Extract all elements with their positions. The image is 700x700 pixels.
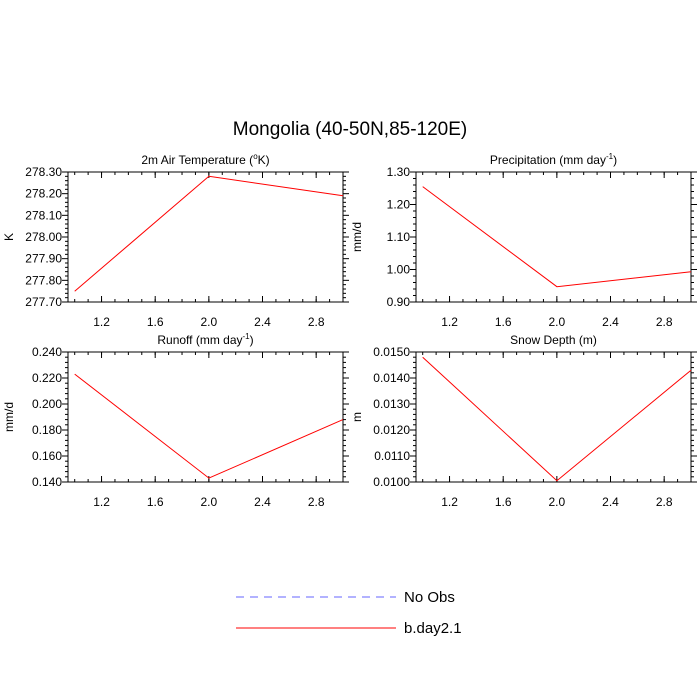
x-tick-label: 2.0 bbox=[549, 315, 566, 329]
x-tick-label: 2.8 bbox=[308, 495, 325, 509]
y-tick-label: 1.10 bbox=[387, 230, 411, 244]
x-tick-label: 1.2 bbox=[441, 495, 458, 509]
figure-title: Mongolia (40-50N,85-120E) bbox=[233, 119, 467, 140]
y-tick-label: 0.0120 bbox=[373, 423, 410, 437]
panel-title-main: Snow Depth (m) bbox=[510, 333, 597, 347]
y-axis-label: mm/d bbox=[350, 222, 364, 252]
legend: No Obs b.day2.1 bbox=[236, 589, 462, 637]
y-tick-label: 0.90 bbox=[387, 295, 411, 309]
plot-frame bbox=[67, 171, 344, 303]
panel-title: 2m Air Temperature (oK) bbox=[141, 152, 269, 167]
x-tick-label: 2.8 bbox=[308, 315, 325, 329]
y-tick-label: 278.30 bbox=[25, 165, 62, 179]
y-tick-label: 277.80 bbox=[25, 273, 62, 287]
panel-title: Runoff (mm day-1) bbox=[157, 332, 253, 347]
y-tick-label: 278.10 bbox=[25, 208, 62, 222]
x-tick-label: 2.4 bbox=[602, 495, 619, 509]
panel-title-superscript: -1 bbox=[606, 152, 614, 161]
y-tick-label: 0.0130 bbox=[373, 397, 410, 411]
panel-2: Precipitation (mm day-1) mm/d 1.2 1.6 2.0 2.4… bbox=[350, 152, 697, 329]
panel-title-main: Precipitation (mm day bbox=[490, 153, 606, 167]
plot-frame bbox=[415, 171, 692, 303]
x-tick-label: 2.0 bbox=[201, 315, 218, 329]
y-tick-label: 277.90 bbox=[25, 252, 62, 266]
panel-title-suffix: ) bbox=[250, 333, 254, 347]
panel-3: Runoff (mm day-1) mm/d 1.2 1.6 2.0 2.4 2.8 0.14… bbox=[2, 332, 349, 509]
y-tick-label: 0.0140 bbox=[373, 371, 410, 385]
y-tick-label: 0.200 bbox=[32, 397, 62, 411]
series-line-b-day2-1 bbox=[422, 356, 692, 482]
panel-title-suffix: ) bbox=[613, 153, 617, 167]
y-tick-label: 0.220 bbox=[32, 371, 62, 385]
panel-title-superscript: o bbox=[253, 152, 258, 161]
legend-label-2: b.day2.1 bbox=[404, 620, 462, 637]
panel-4: Snow Depth (m) m 1.2 1.6 2.0 2.4 2.8 0.0100 0.01… bbox=[350, 333, 697, 509]
y-tick-label: 0.180 bbox=[32, 423, 62, 437]
y-tick-label: 0.240 bbox=[32, 345, 62, 359]
x-tick-label: 1.6 bbox=[495, 315, 512, 329]
y-axis-label: mm/d bbox=[2, 402, 16, 432]
x-tick-label: 2.4 bbox=[602, 315, 619, 329]
y-axis-label: K bbox=[2, 233, 16, 241]
panel-title-superscript: -1 bbox=[243, 332, 251, 341]
x-tick-label: 1.6 bbox=[495, 495, 512, 509]
y-tick-label: 0.0150 bbox=[373, 345, 410, 359]
series-line-b-day2-1 bbox=[74, 373, 344, 479]
x-tick-label: 2.4 bbox=[254, 495, 271, 509]
y-tick-label: 0.0100 bbox=[373, 475, 410, 489]
chart-panels: 2m Air Temperature (oK) K 1.2 1.6 2.0 2.4 2.8 2… bbox=[2, 152, 697, 509]
panel-title-main: 2m Air Temperature ( bbox=[141, 153, 253, 167]
y-tick-label: 278.20 bbox=[25, 187, 62, 201]
y-tick-label: 1.00 bbox=[387, 263, 411, 277]
x-tick-label: 2.0 bbox=[201, 495, 218, 509]
panel-title-main: Runoff (mm day bbox=[157, 333, 242, 347]
panel-1: 2m Air Temperature (oK) K 1.2 1.6 2.0 2.4 2.8 2… bbox=[2, 152, 349, 329]
y-tick-label: 277.70 bbox=[25, 295, 62, 309]
y-tick-label: 0.0110 bbox=[374, 449, 410, 463]
panel-title: Precipitation (mm day-1) bbox=[490, 152, 617, 167]
legend-label-1: No Obs bbox=[404, 589, 455, 606]
x-tick-label: 1.2 bbox=[441, 315, 458, 329]
x-tick-label: 1.2 bbox=[93, 315, 110, 329]
x-tick-label: 2.0 bbox=[549, 495, 566, 509]
panel-title-suffix: K) bbox=[258, 153, 270, 167]
x-tick-label: 2.8 bbox=[656, 315, 673, 329]
x-tick-label: 2.8 bbox=[656, 495, 673, 509]
y-tick-label: 0.160 bbox=[32, 449, 62, 463]
series-line-b-day2-1 bbox=[74, 175, 344, 292]
panel-title: Snow Depth (m) bbox=[510, 333, 597, 347]
x-tick-label: 1.6 bbox=[147, 495, 164, 509]
y-tick-label: 278.00 bbox=[25, 230, 62, 244]
x-tick-label: 2.4 bbox=[254, 315, 271, 329]
y-tick-label: 1.20 bbox=[387, 198, 411, 212]
plot-frame bbox=[415, 351, 692, 483]
y-tick-label: 1.30 bbox=[387, 165, 411, 179]
series-line-b-day2-1 bbox=[422, 186, 692, 288]
x-tick-label: 1.2 bbox=[93, 495, 110, 509]
y-tick-label: 0.140 bbox=[32, 475, 62, 489]
y-axis-label: m bbox=[350, 412, 364, 422]
x-tick-label: 1.6 bbox=[147, 315, 164, 329]
plot-frame bbox=[67, 351, 344, 483]
